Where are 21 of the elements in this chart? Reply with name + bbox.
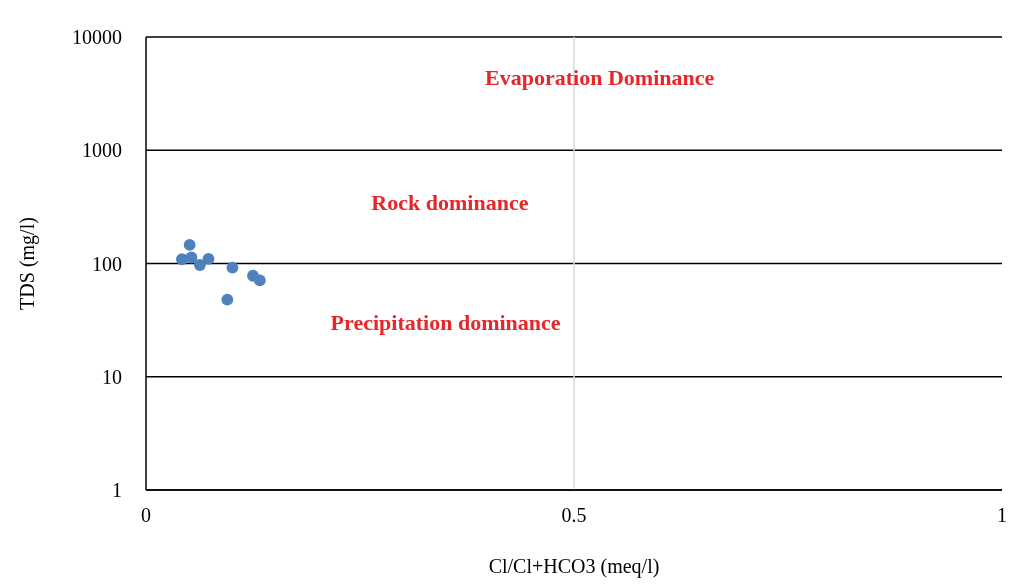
y-tick-label: 10000 — [72, 26, 122, 48]
y-tick-label: 1 — [112, 479, 122, 501]
x-tick-label: 0.5 — [561, 504, 587, 526]
point — [221, 293, 234, 306]
point — [194, 259, 206, 271]
point — [202, 252, 215, 265]
y-tick-label: 1000 — [82, 139, 122, 162]
point — [176, 253, 188, 266]
point — [185, 251, 198, 264]
y-tick-label: 10 — [102, 365, 122, 388]
point — [226, 261, 239, 274]
x-axis-title: Cl/Cl+HCO3 (meq/l) — [488, 555, 660, 578]
x-tick-label: 1 — [997, 504, 1007, 526]
annotation: Precipitation dominance — [330, 310, 561, 336]
x-tick-label: 0 — [141, 504, 151, 526]
point — [253, 274, 266, 287]
point — [183, 238, 196, 251]
y-axis-title: TDS (mg/l) — [16, 217, 39, 310]
annotation: Evaporation Dominance — [485, 65, 715, 91]
y-tick-label: 100 — [92, 252, 122, 275]
annotation: Rock dominance — [371, 190, 529, 216]
